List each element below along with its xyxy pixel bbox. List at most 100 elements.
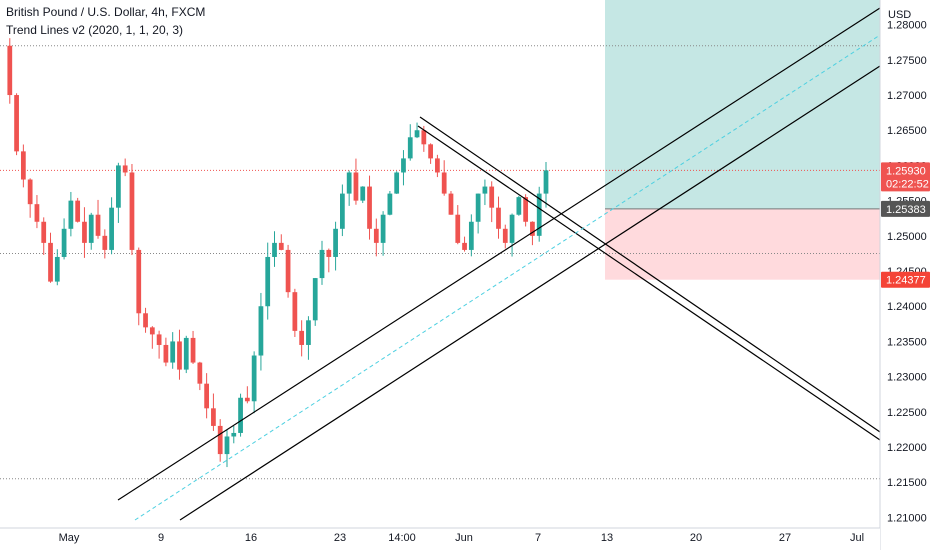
candle-body [75, 200, 81, 222]
candle [387, 190, 393, 216]
candle-body [34, 204, 40, 222]
candle [61, 218, 67, 260]
time-tick: 23 [334, 532, 346, 544]
candle [217, 419, 223, 462]
candle [380, 211, 386, 256]
candle [414, 122, 420, 139]
candle-body [482, 186, 488, 194]
candle-body [278, 242, 284, 250]
loss-zone [605, 208, 880, 280]
price-tick: 1.27000 [887, 90, 927, 102]
candle [401, 150, 406, 186]
price-tick: 1.22000 [887, 442, 927, 454]
candle [360, 186, 366, 204]
candle-body [149, 327, 155, 335]
candle-body [475, 193, 481, 222]
candle-body [211, 408, 216, 426]
target-price-badge: 1.25383 [881, 200, 930, 217]
resistance-line-1 [419, 116, 881, 433]
symbol-title[interactable]: British Pound / U.S. Dollar, 4h, FXCM [6, 5, 206, 19]
candle-body [95, 214, 101, 236]
time-axis-bg [0, 528, 880, 550]
candle [258, 292, 264, 371]
candle-body [468, 221, 474, 250]
candle-body [523, 197, 529, 222]
candle-body [387, 193, 393, 215]
candle [496, 196, 501, 239]
indicator-label[interactable]: Trend Lines v2 (2020, 1, 1, 20, 3) [6, 23, 183, 37]
candle-body [272, 242, 277, 257]
candle-body [428, 144, 433, 159]
candle-body [319, 249, 325, 279]
price-tick: 1.24000 [887, 301, 927, 313]
candle-body [156, 334, 162, 345]
target-price-badge-text: 1.25383 [886, 204, 926, 216]
candle-body [48, 242, 53, 282]
candle-body [448, 193, 454, 215]
candle [238, 393, 243, 437]
candle [122, 158, 128, 177]
candle [136, 247, 142, 326]
price-tick: 1.28000 [887, 20, 927, 32]
candle [462, 236, 467, 252]
candle [543, 162, 549, 208]
candle [224, 429, 230, 468]
candle-body [326, 249, 332, 257]
candle-body [116, 165, 121, 208]
channel-upper-line [117, 7, 881, 501]
candle [394, 171, 400, 194]
candle [156, 330, 162, 359]
candle-body [530, 221, 535, 236]
candle [7, 38, 13, 104]
candle [190, 330, 196, 364]
candle-body [204, 383, 210, 409]
candle-body [543, 170, 549, 194]
candle-body [502, 228, 508, 243]
candle-body [509, 214, 515, 243]
candle-body [217, 425, 223, 455]
candle-body [292, 292, 298, 331]
candle-body [401, 158, 406, 173]
candle [299, 320, 305, 357]
candle [54, 249, 60, 286]
candle [129, 164, 135, 256]
candle-body [7, 45, 13, 96]
price-tick: 1.27500 [887, 55, 927, 67]
candle-body [129, 172, 135, 250]
stop-price-badge-bg [881, 271, 930, 288]
time-tick: 14:00 [388, 532, 416, 544]
candle-body [102, 235, 108, 250]
candle [183, 335, 189, 374]
candle [489, 181, 495, 223]
time-axis[interactable]: May 9 16 23 14:00 Jun 7 13 20 27 Jul [0, 527, 880, 550]
candle [27, 178, 33, 218]
candle [272, 231, 277, 267]
chart-legend: British Pound / U.S. Dollar, 4h, FXCM Tr… [6, 4, 205, 38]
candle-body [339, 193, 345, 229]
candle [251, 351, 257, 414]
candle-body [353, 172, 359, 201]
candle-body [20, 151, 26, 180]
candle [502, 224, 508, 249]
candle [68, 191, 74, 237]
currency-label: USD [888, 9, 911, 21]
candle [306, 316, 311, 360]
candle [170, 332, 176, 369]
candle-body [258, 306, 264, 356]
candle [435, 154, 440, 178]
candle [149, 326, 155, 349]
candle-body [244, 397, 250, 402]
trend-lines[interactable] [117, 7, 881, 521]
candle-body [285, 249, 291, 293]
last-price-badge-text: 1.25930 [886, 165, 926, 177]
candle-body [455, 214, 461, 243]
candle [482, 179, 488, 206]
candle-body [346, 172, 352, 194]
candle [346, 170, 352, 206]
candle [475, 193, 481, 234]
risk-reward-zones[interactable] [605, 0, 880, 280]
candle-body [251, 355, 257, 402]
candle-body [88, 214, 94, 243]
